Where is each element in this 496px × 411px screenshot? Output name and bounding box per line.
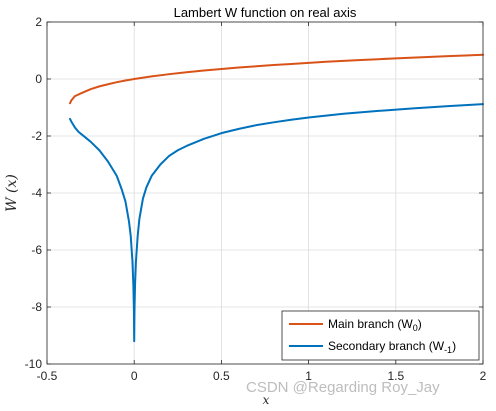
- legend-label-secondary-sub: -1: [444, 345, 452, 355]
- y-tick-label: -4: [31, 186, 42, 200]
- legend-label-secondary-close: ): [452, 339, 456, 353]
- legend-box: [281, 310, 480, 361]
- x-axis-label: x: [263, 393, 270, 407]
- tick-labels: -0.5 0 0.5 1 1.5 220-2-4-6-8-10: [25, 15, 487, 383]
- legend-label-secondary: Secondary branch (W-1): [328, 339, 456, 355]
- secondary-branch-line: [69, 103, 484, 343]
- y-tick-label: 0: [35, 72, 42, 86]
- y-tick-label: -8: [31, 300, 42, 314]
- legend-label-secondary-text: Secondary branch (W: [328, 339, 445, 353]
- legend-label-main-text: Main branch (W: [328, 317, 413, 331]
- y-tick-label: -10: [25, 357, 43, 371]
- legend-label-main-sub: 0: [413, 323, 418, 333]
- y-axis-label: W (x): [4, 174, 20, 212]
- x-tick-label: 1.5: [387, 369, 404, 383]
- watermark: CSDN @Regarding Roy_Jay: [246, 379, 440, 396]
- y-tick-label: -6: [31, 243, 42, 257]
- x-tick-label: 0: [131, 369, 138, 383]
- chart-title: Lambert W function on real axis: [174, 5, 357, 20]
- y-tick-label: 2: [35, 15, 42, 29]
- x-tick-label: 1: [305, 369, 312, 383]
- series-layer: [69, 53, 484, 343]
- x-tick-label: 2: [480, 369, 487, 383]
- y-tick-label: -2: [31, 129, 42, 143]
- main-branch-line: [69, 53, 484, 105]
- x-tick-label: -0.5: [37, 369, 58, 383]
- ticks: [46, 21, 484, 365]
- legend-label-main: Main branch (W0): [328, 317, 422, 333]
- legend-label-main-close: ): [418, 317, 422, 331]
- legend: Main branch (W0) Secondary branch (W-1): [281, 310, 480, 361]
- x-tick-label: 0.5: [213, 369, 230, 383]
